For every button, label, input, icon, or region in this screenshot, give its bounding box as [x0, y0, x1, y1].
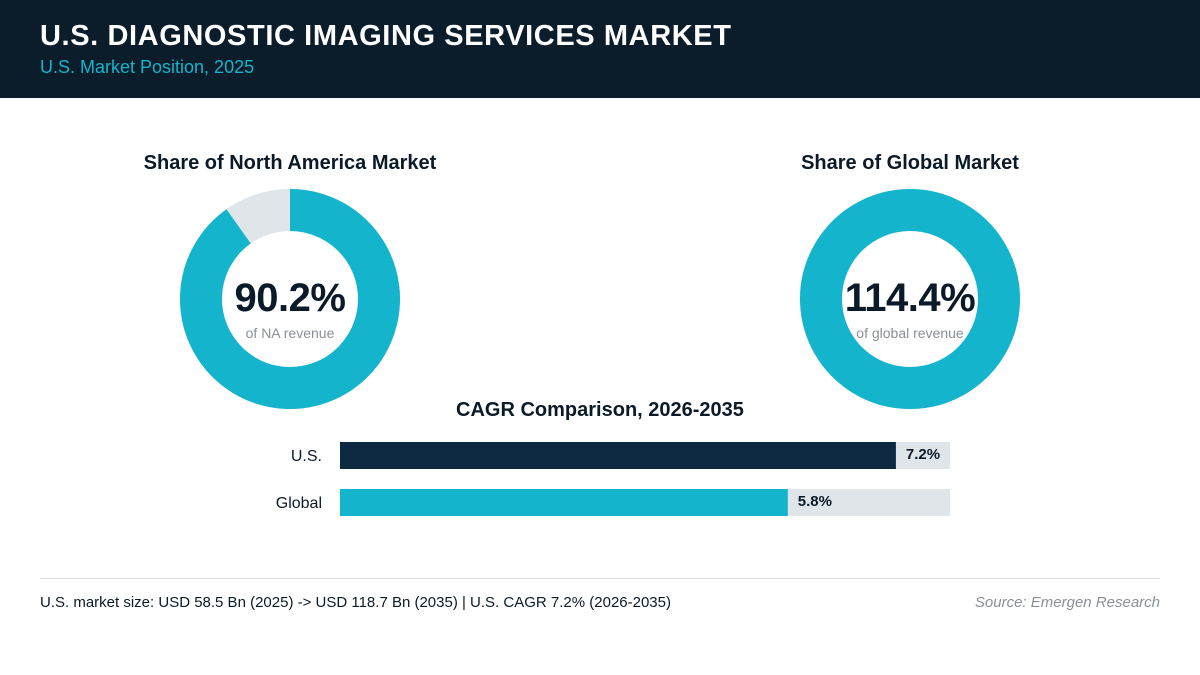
bar-global: [340, 489, 788, 516]
global-share-donut: [800, 189, 1020, 409]
cagr-bar-chart: U.S. 7.2% Global 5.8%: [276, 442, 950, 516]
market-size-note: U.S. market size: USD 58.5 Bn (2025) -> …: [40, 594, 671, 611]
bar-category-label: U.S.: [291, 448, 322, 465]
footer-divider: [40, 578, 1160, 579]
bar-us: [340, 442, 896, 469]
bar-category-label: Global: [276, 495, 322, 512]
page-title: U.S. DIAGNOSTIC IMAGING SERVICES MARKET: [40, 20, 732, 52]
na-share-donut: [180, 189, 400, 409]
na-donut-fill: [180, 189, 400, 409]
global-share-caption: of global revenue: [856, 325, 964, 341]
global-share-title: Share of Global Market: [801, 152, 1019, 174]
header-banner: U.S. DIAGNOSTIC IMAGING SERVICES MARKET …: [0, 0, 1200, 98]
page-subtitle: U.S. Market Position, 2025: [40, 57, 255, 77]
na-share-value: 90.2%: [234, 276, 346, 320]
bar-value-label: 5.8%: [798, 493, 832, 510]
na-share-title: Share of North America Market: [143, 152, 437, 174]
bar-value-label: 7.2%: [906, 446, 940, 463]
cagr-chart-title: CAGR Comparison, 2026-2035: [456, 399, 744, 421]
na-share-caption: of NA revenue: [245, 325, 335, 341]
global-donut-fill: [800, 189, 1020, 409]
global-share-value: 114.4%: [844, 276, 976, 320]
source-note: Source: Emergen Research: [974, 594, 1160, 611]
